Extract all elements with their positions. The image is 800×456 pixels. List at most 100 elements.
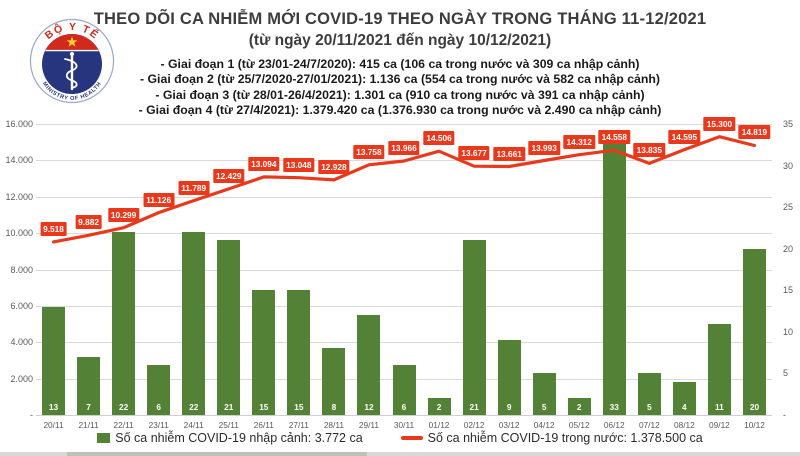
x-axis-date-label: 27/11 [288,420,309,430]
bar-value-label: 2 [436,402,442,412]
y-axis-right-tick: - [783,410,786,420]
line-value-label: 14.558 [598,130,630,145]
legend-item-imported: Số ca nhiễm COVID-19 nhập cảnh: 3.772 ca [97,431,363,445]
x-axis-date-label: 04/12 [533,420,555,430]
line-value-label: 11.126 [143,192,175,207]
x-axis-date-label: 28/11 [323,420,344,430]
star-icon [66,36,78,47]
bar-value-label: 6 [401,402,407,412]
phase-4-line: - Giai đoạn 4 (từ 27/4/2021): 1.379.420 … [138,103,662,118]
phase-2-line: - Giai đoạn 2 (từ 25/7/2020-27/01/2021):… [139,72,661,87]
bar [567,398,591,415]
bar [462,240,486,415]
gridline [36,233,772,235]
x-axis-date-label: 09/12 [709,420,730,430]
x-axis-date-label: 26/11 [253,420,274,430]
y-axis-right-tick: 10 [783,326,794,337]
bar [707,323,731,415]
bar-value-label: 9 [506,402,512,412]
bar [532,373,556,415]
x-axis-date-label: 01/12 [428,420,450,430]
x-axis-date-label: 10/12 [744,420,765,430]
bar [672,381,696,415]
y-axis-right-tick: 5 [783,368,789,379]
gridline [36,342,772,344]
gridline [36,160,772,162]
line-value-label: 14.595 [668,129,701,144]
bar [287,290,311,415]
bar [637,373,661,415]
bar-value-label: 8 [331,402,337,412]
page-subtitle: (từ ngày 20/11/2021 đến ngày 10/12/2021) [248,32,552,49]
y-axis-left-tick: 2.000 [10,373,33,384]
x-axis-date-label: 02/12 [463,420,485,430]
phase-3-line: - Giai đoạn 3 (từ 28/01-26/4/2021): 1.30… [155,87,645,102]
rod-of-asclepius-icon [64,52,78,91]
bar-value-label: 12 [364,402,374,412]
y-axis-left-tick: 14.000 [5,155,33,166]
gridline [36,305,772,307]
x-axis-date-label: 05/12 [568,420,590,430]
bar-value-label: 5 [541,402,547,412]
bar-value-label: 6 [156,402,161,412]
bar-value-label: 4 [682,402,687,412]
line-value-label: 10.299 [107,207,140,222]
line-value-label: 14.312 [563,134,595,149]
gridline [36,269,772,271]
y-axis-right-tick: 20 [783,243,794,254]
x-axis-date-label: 25/11 [218,420,239,430]
line-value-label: 12.928 [318,159,350,174]
bar [112,232,136,415]
red-line-swatch-icon [400,436,423,440]
bar-value-label: 22 [119,402,129,412]
bar-value-label: 21 [469,402,479,412]
phase-summary: - Giai đoạn 1 (từ 23/01-24/7/2020): 415 … [0,57,800,119]
y-axis-right-tick: 35 [783,119,794,129]
y-axis-left-tick: - [30,410,33,420]
bar-value-label: 20 [749,402,760,412]
bar [357,315,381,415]
bar-value-label: 22 [189,402,199,412]
ministry-of-health-logo: BỘ Y TẾ MINISTRY OF HEALTH [29,18,115,104]
x-axis-date-label: 29/11 [358,420,380,430]
bar-value-label: 13 [48,402,59,412]
bar [147,365,171,415]
x-axis-date-label: 07/12 [638,420,660,430]
x-axis-date-label: 23/11 [148,420,169,430]
x-axis-date-label: 22/11 [113,420,134,430]
line-value-label: 13.677 [458,146,490,161]
bar-value-label: 33 [609,402,619,412]
green-bar-swatch-icon [97,433,111,443]
bar-value-label: 21 [224,402,234,412]
bar [602,140,626,415]
title-block: THEO DÕI CA NHIỄM MỚI COVID-19 THEO NGÀY… [0,10,800,50]
line-value-label: 9.518 [40,221,67,236]
x-axis-date-label: 24/11 [183,420,204,430]
y-axis-left-tick: 10.000 [5,228,33,239]
y-axis-right-tick: 15 [783,285,794,296]
window-bottom-edge-shade [67,452,367,456]
line-value-label: 14.506 [423,131,455,146]
bar [322,348,346,415]
page-title: THEO DÕI CA NHIỄM MỚI COVID-19 THEO NGÀY… [93,10,707,28]
line-value-label: 13.758 [353,144,385,159]
legend-imported-label: Số ca nhiễm COVID-19 nhập cảnh: 3.772 ca [115,431,363,445]
chart-legend: Số ca nhiễm COVID-19 nhập cảnh: 3.772 ca… [0,431,800,445]
bar [427,398,451,415]
line-value-label: 13.661 [493,146,525,161]
y-axis-left-tick: 8.000 [10,264,33,275]
line-value-label: 13.966 [388,140,420,155]
x-axis-date-label: 30/11 [393,420,415,430]
bar [392,365,416,415]
x-axis-date-label: 21/11 [78,420,99,430]
line-value-label: 9.882 [75,215,102,230]
bar [497,340,521,415]
bar [742,248,766,415]
y-axis-right-tick: 30 [783,160,794,171]
x-axis-date-label: 06/12 [603,420,625,430]
x-axis-date-label: 08/12 [673,420,695,430]
legend-item-domestic: Số ca nhiễm COVID-19 trong nước: 1.378.5… [400,431,703,445]
gridline [36,124,772,125]
